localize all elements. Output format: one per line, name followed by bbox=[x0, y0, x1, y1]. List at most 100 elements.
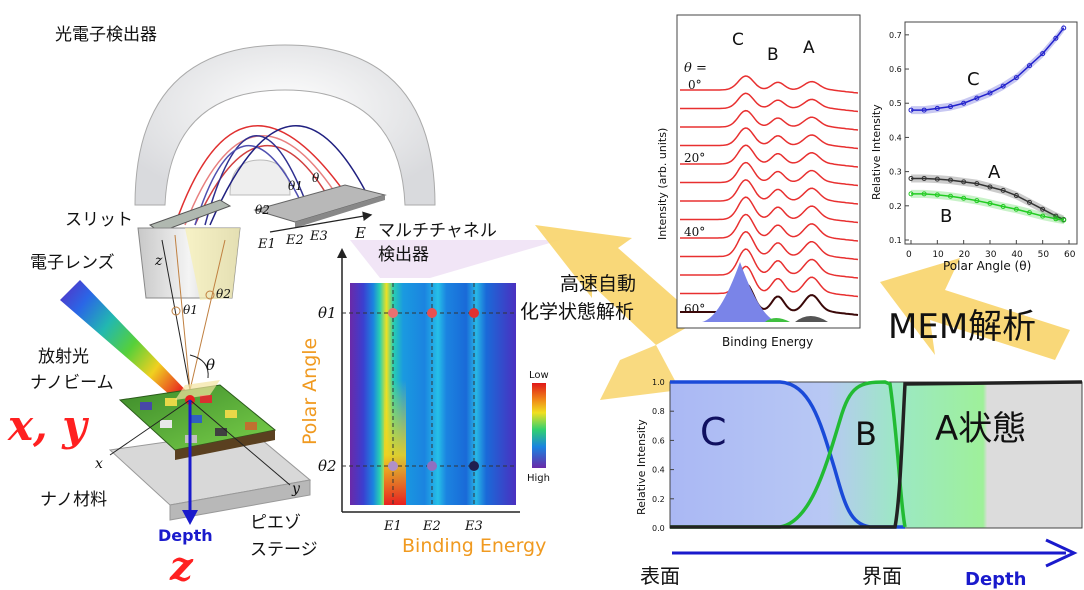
data-point-B bbox=[974, 198, 980, 204]
y-tick-label: 0.3 bbox=[889, 168, 902, 177]
heatmap-projection bbox=[350, 240, 560, 278]
data-point-A bbox=[1000, 187, 1006, 193]
curve-A bbox=[670, 380, 1083, 529]
y-tick-label: 0.6 bbox=[889, 65, 902, 74]
detector-title: 光電子検出器 bbox=[55, 25, 157, 45]
energy-arrow bbox=[269, 211, 373, 233]
label-E3: E3 bbox=[309, 229, 328, 244]
x-tick-label: 60 bbox=[1064, 250, 1076, 260]
theta1-marker bbox=[171, 306, 181, 316]
peak-B-fill bbox=[765, 318, 790, 322]
series-band-C bbox=[911, 24, 1064, 115]
polar-plot-ylabel: Relative Intensity bbox=[870, 104, 883, 200]
heatmap-theta1: θ1 bbox=[318, 304, 337, 322]
spectra-curves bbox=[680, 75, 859, 322]
spectrum-line bbox=[680, 265, 859, 298]
arrow1-label-1: 高速自動 bbox=[560, 273, 636, 295]
mem-arrow bbox=[880, 258, 1070, 360]
label-theta1-top: θ1 bbox=[288, 179, 303, 193]
depth-profile-frame bbox=[669, 381, 1083, 529]
data-point-C bbox=[1000, 83, 1006, 89]
depth-label-left: Depth bbox=[158, 526, 213, 545]
heatmap-tick-E3: E3 bbox=[464, 519, 483, 534]
data-point-C bbox=[1040, 51, 1046, 57]
y-tick-label: 0.7 bbox=[889, 31, 902, 40]
heatmap-colorbar bbox=[532, 383, 546, 468]
series-band-B bbox=[911, 189, 1064, 225]
y-tick-label: 0.2 bbox=[889, 202, 902, 211]
spectrum-line bbox=[680, 161, 859, 187]
spectra-peak-C: C bbox=[732, 30, 744, 50]
polar-plot-series bbox=[908, 24, 1067, 225]
data-point-B bbox=[1027, 210, 1032, 216]
spectra-theta-eq: θ = bbox=[684, 61, 707, 76]
y-tick-label: 0.4 bbox=[889, 133, 902, 142]
data-point-C bbox=[1061, 25, 1067, 31]
heatmap-y-arrow bbox=[337, 248, 347, 258]
data-point-A bbox=[974, 181, 980, 187]
multichannel-label-2: 検出器 bbox=[378, 245, 429, 265]
y-tick-label: 0.4 bbox=[652, 466, 665, 475]
heatmap-tick-E2: E2 bbox=[422, 519, 441, 534]
spectrum-line bbox=[680, 196, 859, 224]
spectra-peak-A: A bbox=[803, 38, 815, 58]
depth-arrowhead bbox=[182, 510, 198, 525]
spectra-angle-40: 40° bbox=[684, 225, 705, 239]
depth-bottom-arrowhead bbox=[1045, 538, 1078, 568]
spectra-peak-B: B bbox=[767, 45, 779, 65]
stage-label-1: ピエゾ bbox=[250, 513, 301, 533]
data-point-B bbox=[948, 193, 953, 199]
data-point-C bbox=[1013, 75, 1019, 81]
x-tick-label: 10 bbox=[932, 250, 944, 260]
axis-z-label: z bbox=[154, 253, 163, 269]
polar-plot-frame bbox=[904, 21, 1078, 245]
data-point-C bbox=[987, 90, 993, 96]
data-point-A bbox=[1027, 199, 1032, 205]
heatmap-xlabel: Binding Energy bbox=[402, 535, 546, 557]
region-A-label: A状態 bbox=[935, 409, 1026, 449]
spectrum-line bbox=[680, 231, 859, 261]
data-point-C bbox=[948, 104, 953, 110]
data-point-B bbox=[921, 191, 927, 197]
data-point-C bbox=[961, 100, 967, 106]
colorbar-high: High bbox=[527, 473, 550, 484]
beam-label-1: 放射光 bbox=[38, 347, 89, 367]
heatmap-theta2: θ2 bbox=[318, 457, 337, 475]
data-point-B bbox=[987, 200, 993, 206]
data-point-A bbox=[961, 179, 967, 185]
data-point-B bbox=[1061, 217, 1067, 223]
spectra-frame bbox=[676, 14, 861, 329]
colorbar-low: Low bbox=[529, 370, 549, 381]
curve-C bbox=[670, 380, 905, 529]
spectrum-line bbox=[680, 282, 859, 316]
analysis-arrow bbox=[535, 225, 700, 345]
xy-label: x, y bbox=[7, 401, 89, 450]
region-C-label: C bbox=[700, 410, 727, 454]
data-point-B bbox=[1040, 213, 1046, 219]
lens-light-cone bbox=[185, 228, 240, 300]
polar-plot-label-C: C bbox=[967, 69, 980, 90]
ray-1 bbox=[174, 234, 191, 391]
axis-y-label: y bbox=[291, 481, 301, 497]
data-point-B bbox=[934, 192, 940, 198]
nanobeam bbox=[60, 280, 195, 408]
depth-profile-ylabel: Relative Intensity bbox=[635, 419, 648, 515]
data-point-A bbox=[934, 176, 940, 182]
y-tick-label: 0.2 bbox=[652, 495, 665, 504]
data-point-C bbox=[974, 95, 980, 101]
peak-A-fill bbox=[795, 316, 828, 322]
y-tick-label: 0.1 bbox=[889, 236, 902, 245]
data-point-A bbox=[1013, 193, 1019, 199]
lens-label: 電子レンズ bbox=[30, 253, 115, 273]
heatmap-markers bbox=[388, 308, 479, 471]
spectrum-line bbox=[680, 109, 859, 131]
spectra-ylabel: Intensity (arb. units) bbox=[656, 128, 669, 240]
series-line-C bbox=[911, 27, 1065, 111]
data-point-C bbox=[934, 105, 940, 111]
hemispherical-analyzer-dome bbox=[134, 44, 436, 206]
spectra-angle-20: 20° bbox=[684, 151, 705, 165]
label-E: E bbox=[354, 224, 366, 242]
spectra-xlabel: Binding Energy bbox=[722, 335, 813, 349]
series-line-A bbox=[911, 177, 1065, 221]
y-tick-label: 0.5 bbox=[889, 99, 902, 108]
